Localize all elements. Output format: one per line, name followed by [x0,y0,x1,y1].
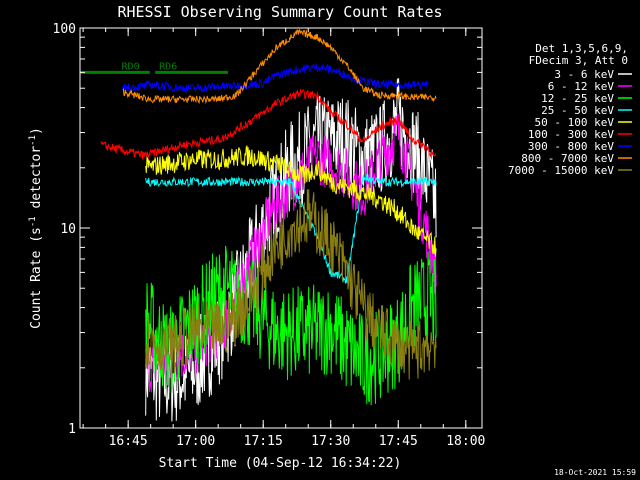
series-line-8 [122,28,437,105]
series-line-6 [100,88,437,160]
legend-header-0: Det 1,3,5,6,9, [535,42,628,55]
y-axis-label-sup1: -1 [28,216,38,227]
legend-label-5: 50 - 100 keV [535,116,615,129]
x-tick-label-4: 17:45 [379,434,418,449]
attenuator-label-rd6: RD6 [159,61,177,72]
series-line-7 [122,63,429,95]
y-tick-label-1: 10 [60,222,76,237]
x-tick-label-3: 17:30 [311,434,350,449]
y-axis-label-main: Count Rate (s [29,227,44,329]
x-axis-label: Start Time (04-Sep-12 16:34:22) [159,456,402,471]
legend-label-2: 6 - 12 keV [548,80,615,93]
series-line-5 [145,145,437,257]
y-axis-label: Count Rate (s-1 detector-1) [28,127,44,329]
y-axis-label-mid: detector [29,146,44,217]
y-tick-label-2: 100 [53,22,76,37]
legend: Det 1,3,5,6,9,FDecim 3, Att 03 - 6 keV6 … [508,42,632,177]
y-axis-label-sup2: -1 [28,135,38,146]
y-axis-label-end: ) [29,127,44,135]
legend-label-6: 100 - 300 keV [528,128,614,141]
attenuator-label-rd0: RD0 [122,61,140,72]
legend-label-7: 300 - 800 keV [528,140,614,153]
y-tick-label-0: 1 [68,422,76,437]
legend-header-1: FDecim 3, Att 0 [529,54,628,67]
legend-label-1: 3 - 6 keV [554,68,614,81]
footer-timestamp: 18-Oct-2021 15:59 [554,468,636,477]
x-tick-label-5: 18:00 [446,434,485,449]
axis-ticks: 16:45 17:00 17:15 17:30 17:45 18:00 1 10 100 [53,22,486,449]
legend-label-4: 25 - 50 keV [541,104,614,117]
x-tick-label-2: 17:15 [244,434,283,449]
x-tick-label-1: 17:00 [176,434,215,449]
plot-area: RD0 RD6 [80,28,437,422]
legend-label-3: 12 - 25 keV [541,92,614,105]
series-line-4 [145,173,437,284]
x-tick-label-0: 16:45 [109,434,148,449]
legend-label-8: 800 - 7000 keV [521,152,614,165]
legend-label-9: 7000 - 15000 keV [508,164,614,177]
plot-clip-group [80,28,437,422]
series-line-9 [145,189,437,380]
chart-title: RHESSI Observing Summary Count Rates [117,3,442,21]
